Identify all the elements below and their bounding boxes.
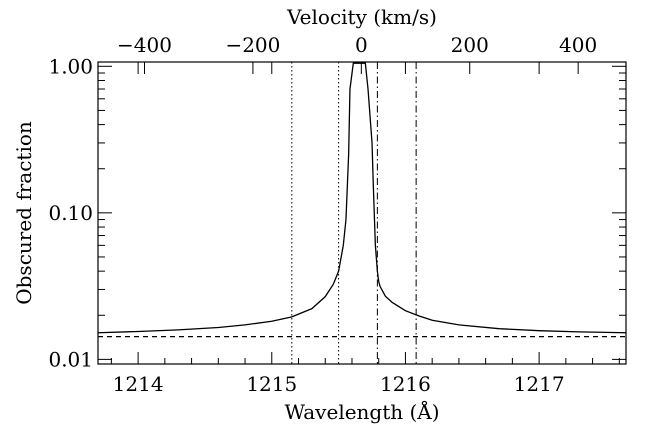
y-axis-label: Obscured fraction: [12, 121, 36, 305]
x2-axis: −400 −200 0 200 400: [117, 33, 597, 74]
x2-tick-label: 400: [559, 33, 597, 57]
x-tick-label: 1214: [113, 372, 164, 396]
x-axis: 1214 1215 1216 1217: [110, 62, 620, 396]
y-tick-label: 0.10: [48, 201, 93, 225]
reference-lines: [291, 62, 417, 364]
y-tick-label: 0.01: [48, 347, 93, 371]
x2-tick-label: −200: [225, 33, 280, 57]
x2-tick-label: −400: [117, 33, 172, 57]
plot-frame: [97, 61, 627, 365]
series-solid-line: [97, 62, 627, 334]
x2-tick-label: 0: [355, 33, 368, 57]
x-tick-label: 1217: [514, 372, 565, 396]
y-tick-label: 1.00: [48, 54, 93, 78]
x-tick-label: 1215: [246, 372, 297, 396]
x-tick-label: 1216: [380, 372, 431, 396]
y-axis: 0.01 0.10 1.00: [48, 54, 626, 371]
series-group: [97, 62, 627, 338]
x-axis-label: Wavelength (Å): [284, 399, 439, 424]
x2-axis-label: Velocity (km/s): [286, 5, 437, 29]
x2-tick-label: 200: [451, 33, 489, 57]
